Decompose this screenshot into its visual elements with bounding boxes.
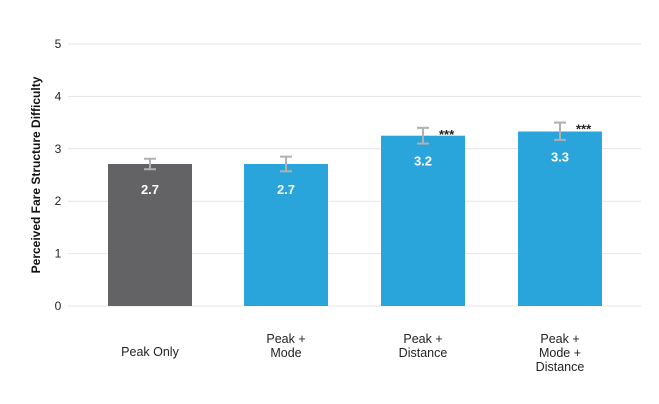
- y-tick-label: 3: [55, 142, 62, 156]
- significance-markers: *** ***: [439, 122, 592, 142]
- data-label: 3.2: [414, 154, 432, 169]
- y-tick-label: 1: [55, 247, 62, 261]
- category-label: Mode: [270, 346, 301, 360]
- category-label: Peak Only: [121, 345, 179, 359]
- significance-marker: ***: [439, 127, 455, 142]
- data-label: 2.7: [141, 182, 159, 197]
- category-label: Distance: [536, 360, 585, 374]
- data-label: 2.7: [277, 182, 295, 197]
- error-bar: [417, 126, 429, 145]
- y-axis-ticks: 0 1 2 3 4 5: [55, 37, 62, 313]
- category-label: Peak +: [540, 332, 579, 346]
- y-tick-label: 4: [55, 89, 62, 103]
- data-labels: 2.7 2.7 3.2 3.3: [141, 150, 569, 197]
- bar: [381, 135, 465, 306]
- bar: [108, 163, 192, 306]
- bar: [518, 131, 602, 306]
- category-label: Mode +: [539, 346, 581, 360]
- category-label: Peak +: [403, 332, 442, 346]
- bar: [244, 163, 328, 306]
- y-axis-label: Perceived Fare Structure Difficulty: [29, 76, 43, 273]
- error-bar: [554, 121, 566, 141]
- y-tick-label: 5: [55, 37, 62, 51]
- bars: [108, 131, 602, 306]
- error-bar: [280, 155, 292, 173]
- error-bars: [144, 121, 566, 173]
- y-tick-label: 0: [55, 299, 62, 313]
- data-label: 3.3: [551, 150, 569, 165]
- error-bar: [144, 157, 156, 171]
- category-label: Peak +: [266, 332, 305, 346]
- significance-marker: ***: [576, 122, 592, 137]
- category-label: Distance: [399, 346, 448, 360]
- y-tick-label: 2: [55, 194, 62, 208]
